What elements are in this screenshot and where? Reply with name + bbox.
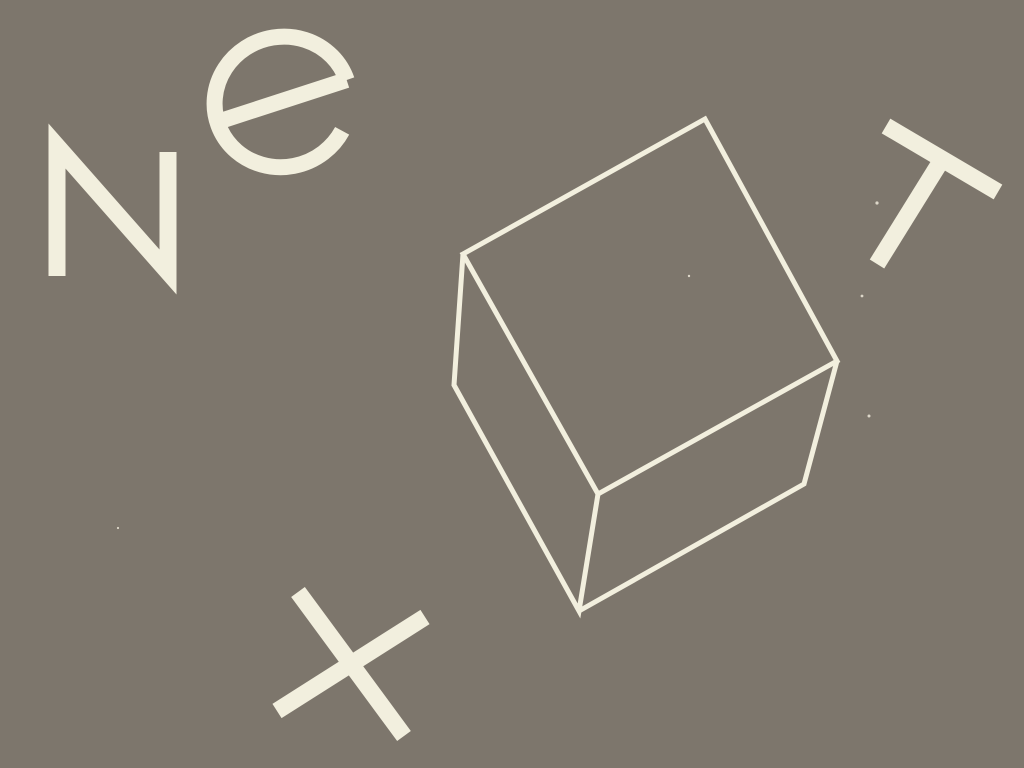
letter-t xyxy=(869,118,1003,269)
letter-n xyxy=(48,123,177,295)
letter-e xyxy=(206,28,355,176)
letter-x xyxy=(272,586,430,742)
paper-specks xyxy=(116,201,879,530)
cube-outline xyxy=(451,115,841,619)
